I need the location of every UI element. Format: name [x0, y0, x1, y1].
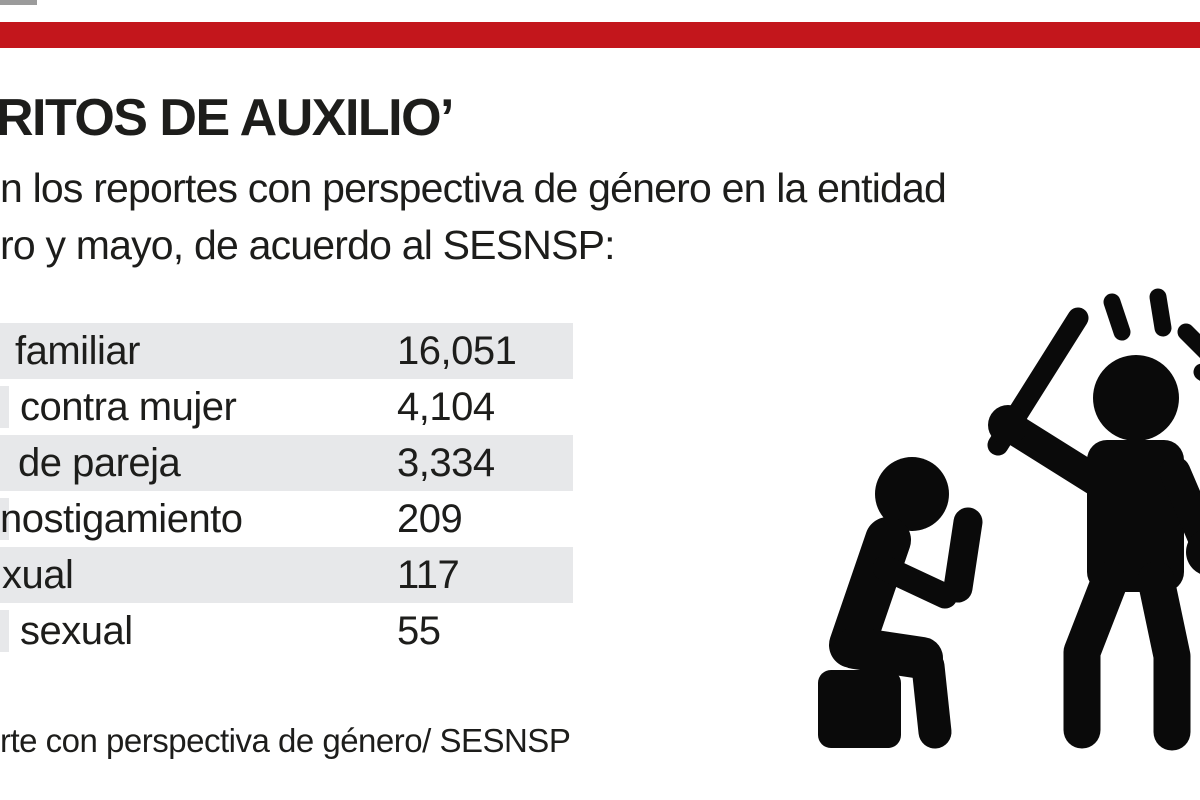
table-row: xual 117 [0, 547, 620, 603]
victim-figure [818, 457, 983, 749]
source-line: rte con perspectiva de género/ SESNSP [0, 722, 571, 759]
table-row: familiar 16,051 [0, 323, 620, 379]
table-row: contra mujer 4,104 [0, 379, 620, 435]
row-label: contra mujer [20, 385, 237, 429]
aggressor-fist [988, 405, 1028, 445]
report-counts-table: familiar 16,051 contra mujer 4,104 de pa… [0, 323, 620, 659]
subtitle-line-2: ro y mayo, de acuerdo al SESNSP: [0, 222, 616, 268]
row-band [0, 323, 573, 379]
row-label: sexual [20, 609, 133, 653]
stool-cube [818, 670, 901, 748]
top-left-crop-mark [0, 0, 37, 5]
table-row: sexual 55 [0, 603, 620, 659]
aggressor-raised-arm [996, 412, 1111, 496]
page-title: RITOS DE AUXILIO’ [0, 89, 455, 147]
row-label: nostigamiento [0, 497, 243, 541]
victim-upper-arm [872, 555, 958, 609]
victim-head [875, 457, 949, 531]
violence-pictogram-svg [818, 288, 1200, 751]
row-value: 209 [397, 497, 463, 541]
row-label: xual [2, 553, 74, 597]
row-band-sliver [0, 386, 9, 428]
victim-shin [911, 649, 952, 749]
row-value: 16,051 [397, 329, 517, 373]
row-band [0, 547, 573, 603]
red-accent-bar [0, 22, 1200, 48]
aggressor-head [1093, 355, 1179, 441]
impact-marks-icon [1103, 288, 1200, 381]
victim-thigh [834, 627, 943, 679]
aggressor-right-arm [1159, 456, 1200, 557]
aggressor-left-leg [1063, 561, 1129, 749]
row-label: de pareja [18, 441, 181, 485]
row-band [0, 435, 573, 491]
row-value: 3,334 [397, 441, 495, 485]
row-value: 4,104 [397, 385, 495, 429]
row-band-sliver [0, 498, 9, 540]
subtitle: n los reportes con perspectiva de género… [0, 160, 947, 274]
aggressor-figure [987, 288, 1200, 751]
row-value: 55 [397, 609, 441, 653]
subtitle-line-1: n los reportes con perspectiva de género… [0, 165, 947, 211]
table-row: de pareja 3,334 [0, 435, 620, 491]
aggressor-torso [1087, 440, 1184, 592]
violence-pictogram [790, 280, 1200, 800]
row-band-sliver [0, 610, 9, 652]
row-value: 117 [397, 553, 460, 597]
row-label: familiar [15, 329, 140, 373]
aggressor-right-fist [1186, 530, 1200, 574]
victim-forearm [943, 507, 983, 603]
table-row: nostigamiento 209 [0, 491, 620, 547]
aggressor-right-leg [1137, 561, 1191, 751]
